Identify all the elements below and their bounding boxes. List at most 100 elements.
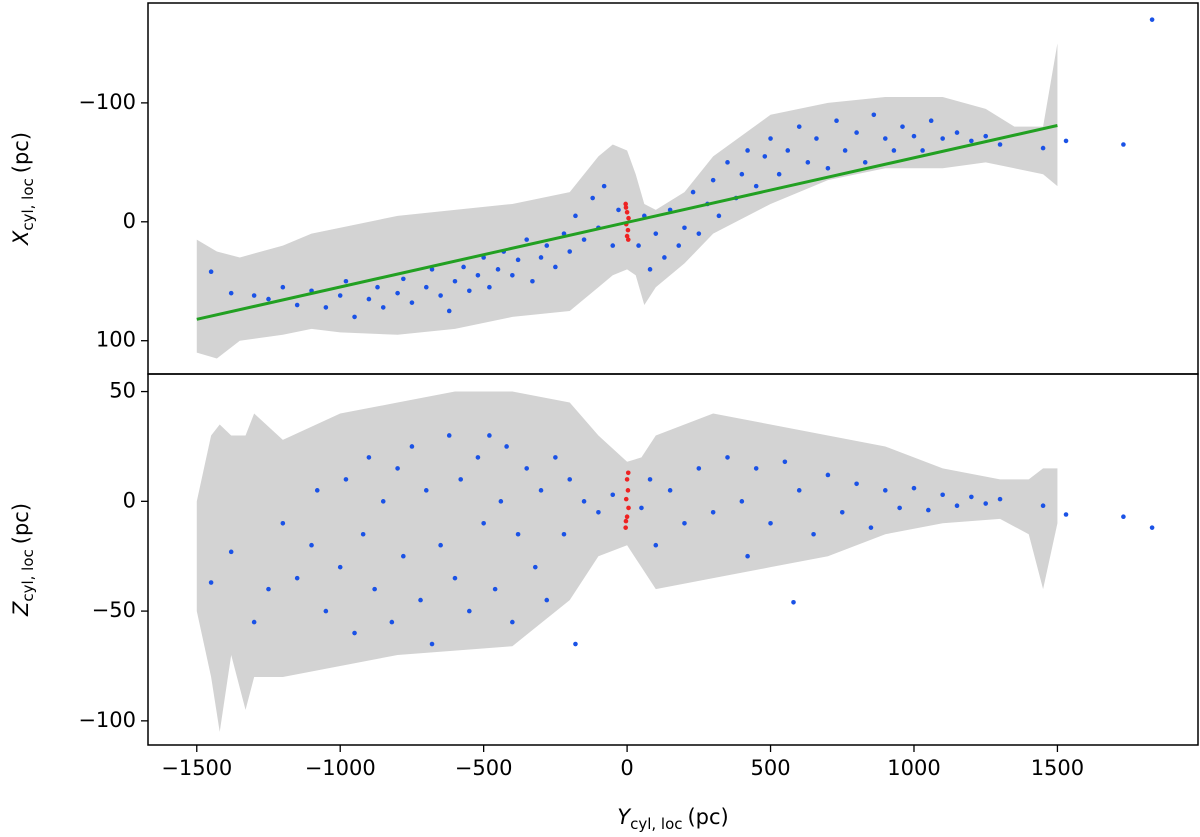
- point: [294, 302, 300, 308]
- point: [983, 133, 989, 139]
- point: [314, 488, 320, 493]
- point: [266, 296, 271, 302]
- point: [409, 444, 415, 449]
- y-tick-label: 0: [123, 209, 136, 233]
- axis-label-text: Zcyl, loc (pc): [9, 503, 37, 617]
- point: [676, 243, 682, 248]
- point: [623, 496, 629, 502]
- axis-subscript: cyl, loc: [19, 178, 37, 230]
- point: [366, 455, 372, 460]
- point: [530, 278, 535, 284]
- point: [544, 243, 550, 248]
- point: [1121, 514, 1126, 519]
- point: [458, 477, 464, 482]
- x-tick-label: 1500: [1031, 756, 1084, 780]
- point: [1040, 145, 1046, 151]
- point: [839, 510, 845, 515]
- y-tick-label: 50: [109, 379, 136, 403]
- point: [739, 171, 745, 177]
- point: [710, 510, 716, 515]
- point: [690, 189, 696, 195]
- point: [928, 118, 934, 124]
- axis-label-text: Xcyl, loc (pc): [9, 132, 37, 246]
- axis-label: Zcyl, loc (pc): [9, 503, 37, 617]
- point: [1040, 503, 1046, 509]
- point: [461, 264, 466, 270]
- axis-symbol: X: [9, 230, 33, 246]
- point: [796, 124, 802, 129]
- point: [280, 520, 286, 526]
- point: [380, 499, 386, 504]
- point: [653, 542, 659, 548]
- point: [696, 231, 702, 236]
- axis-symbol: Y: [617, 805, 632, 829]
- point: [911, 485, 917, 491]
- point: [882, 136, 888, 141]
- point: [429, 641, 435, 647]
- point: [323, 608, 329, 614]
- envelope: [196, 391, 1058, 732]
- point: [395, 290, 400, 296]
- point: [940, 492, 945, 498]
- y-tick-label: −50: [92, 598, 136, 622]
- point: [352, 314, 357, 320]
- point: [409, 300, 415, 305]
- x-tick-label: −1000: [305, 756, 376, 780]
- point: [266, 586, 271, 592]
- point: [438, 293, 443, 298]
- point: [492, 586, 498, 592]
- point: [647, 477, 653, 482]
- point: [716, 213, 722, 219]
- point: [429, 267, 435, 272]
- point: [624, 477, 630, 482]
- point: [567, 249, 573, 254]
- point: [538, 488, 544, 493]
- point: [891, 148, 897, 153]
- point: [573, 213, 578, 219]
- point: [624, 233, 630, 239]
- point: [610, 243, 616, 248]
- point: [452, 575, 458, 581]
- point: [561, 531, 567, 537]
- plot-area: [196, 391, 1155, 732]
- point: [862, 160, 868, 165]
- axis-label: Xcyl, loc (pc): [9, 132, 37, 246]
- point: [294, 575, 300, 581]
- point: [524, 237, 529, 242]
- point: [1149, 17, 1155, 22]
- point: [682, 520, 687, 526]
- point: [753, 466, 759, 471]
- point: [504, 444, 509, 449]
- point: [825, 165, 831, 171]
- point: [515, 257, 521, 263]
- point: [623, 201, 628, 207]
- x-tick-label: −1500: [161, 756, 232, 780]
- x-tick-label: 0: [620, 756, 633, 780]
- point: [639, 505, 644, 511]
- point: [481, 520, 486, 526]
- point: [423, 488, 429, 493]
- point: [854, 130, 859, 135]
- point: [487, 284, 492, 290]
- point: [538, 255, 544, 260]
- point: [997, 496, 1003, 502]
- point: [610, 492, 616, 498]
- point: [791, 600, 796, 605]
- point: [983, 501, 989, 506]
- point: [401, 553, 406, 559]
- point: [228, 290, 234, 296]
- point: [969, 138, 974, 144]
- point: [834, 118, 839, 124]
- point: [776, 171, 782, 177]
- point: [1149, 525, 1155, 530]
- axis-unit: (pc): [9, 132, 33, 173]
- point: [785, 148, 791, 153]
- point: [567, 477, 573, 482]
- point: [753, 183, 759, 189]
- axis-label: Ycyl, loc (pc): [617, 805, 729, 833]
- point: [710, 177, 716, 183]
- point: [624, 209, 630, 215]
- point: [401, 276, 406, 282]
- point: [515, 531, 521, 537]
